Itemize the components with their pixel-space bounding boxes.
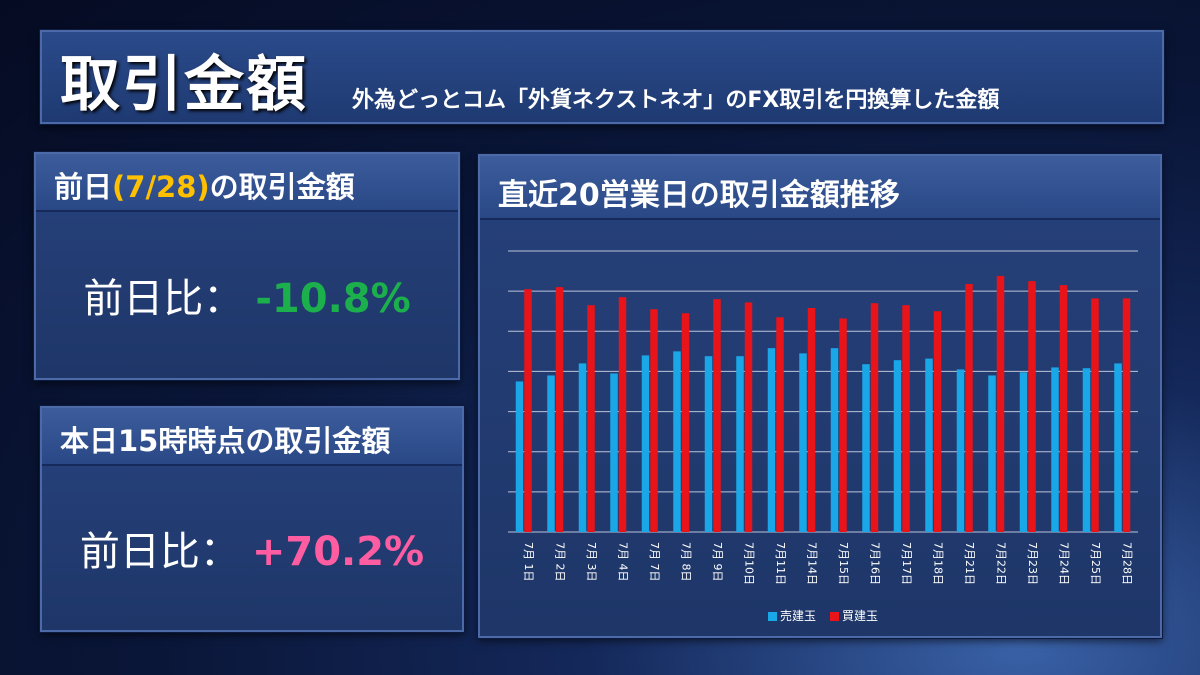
previous-day-title-prefix: 前日 [54,170,113,204]
previous-day-ratio-value: -10.8% [255,276,411,322]
today-card-body: 前日比： +70.2% [42,466,462,630]
bar-buy [996,275,1005,532]
bar-sell [578,363,587,532]
legend-swatch-buy [830,612,839,621]
title-banner: 取引金額 外為どっとコム「外貨ネクストネオ」のFX取引を円換算した金額 [40,30,1164,124]
x-tick-label: 7月16日 [868,542,881,585]
today-card: 本日15時時点の取引金額 前日比： +70.2% [40,406,464,632]
x-tick-label: 7月22日 [994,542,1007,585]
x-tick-label: 7月14日 [805,542,818,585]
previous-day-title-suffix: の取引金額 [209,170,355,204]
bar-sell [1019,372,1028,532]
bar-buy [870,303,879,532]
today-ratio: 前日比： +70.2% [42,519,462,577]
legend-label-sell: 売建玉 [780,608,816,623]
bar-sell [799,353,807,532]
bar-sell [956,369,965,532]
bar-sell [767,348,776,532]
legend-swatch-sell [768,612,777,621]
x-tick-label: 7月 4日 [616,542,629,582]
bar-buy [1091,298,1099,532]
x-tick-label: 7月21日 [963,542,976,585]
x-tick-label: 7月17日 [900,542,913,585]
bar-buy [807,308,816,532]
x-tick-label: 7月 2日 [553,542,566,582]
bar-buy [776,317,784,532]
previous-day-card-body: 前日比： -10.8% [36,212,458,378]
page-title: 取引金額 [60,50,308,120]
bar-sell [830,348,839,532]
bar-buy [618,297,627,532]
bar-sell [673,351,681,532]
bar-buy [524,289,532,532]
bar-sell [925,358,933,532]
bar-sell [1114,363,1122,532]
x-tick-label: 7月 1日 [522,542,535,582]
x-tick-label: 7月10日 [742,542,755,585]
previous-day-date: (7/28) [112,170,210,204]
previous-day-card-title: 前日(7/28)の取引金額 [36,154,458,212]
x-tick-label: 7月28日 [1120,542,1133,585]
bar-buy [681,313,690,532]
bar-sell [893,360,902,532]
x-tick-label: 7月15日 [837,542,850,585]
x-tick-label: 7月 8日 [679,542,692,582]
bar-sell [736,356,744,532]
x-tick-label: 7月25日 [1089,542,1102,585]
bar-sell [988,375,996,532]
x-tick-label: 7月23日 [1026,542,1039,585]
bar-sell [1051,367,1059,532]
today-ratio-value: +70.2% [251,529,425,575]
legend-label-buy: 買建玉 [842,609,878,623]
bar-sell [1082,368,1091,532]
page-subtitle: 外為どっとコム「外貨ネクストネオ」のFX取引を円換算した金額 [352,88,1000,113]
bar-sell [610,373,618,532]
chart-card: 直近20営業日の取引金額推移 7月 1日 7月 2日 7月 3日 7月 4日 7月 7日… [478,154,1162,638]
today-ratio-label: 前日比： [79,529,240,575]
bar-sell [515,381,524,532]
bar-buy [650,309,658,532]
x-tick-label: 7月24日 [1057,542,1070,585]
previous-day-card: 前日(7/28)の取引金額 前日比： -10.8% [34,152,460,380]
previous-day-ratio-label: 前日比： [83,276,244,322]
bar-buy [965,283,973,532]
bar-buy [1059,285,1068,532]
bar-sell [641,355,650,532]
previous-day-ratio: 前日比： -10.8% [36,266,458,324]
bar-buy [839,318,847,532]
bar-buy [933,311,942,532]
bar-chart: 7月 1日 7月 2日 7月 3日 7月 4日 7月 7日 7月 8日 7月 9日 7月10日… [508,250,1138,623]
today-card-title: 本日15時時点の取引金額 [42,408,462,466]
bar-buy [1122,298,1131,532]
bar-buy [587,305,595,532]
bar-buy [1028,281,1036,532]
x-tick-label: 7月18日 [931,542,944,585]
bar-sell [862,364,870,532]
x-tick-label: 7月 3日 [585,542,598,582]
bar-buy [902,305,910,532]
bar-buy [744,302,753,532]
x-tick-label: 7月11日 [774,542,787,585]
bar-buy [713,299,721,532]
x-tick-label: 7月 7日 [648,542,661,582]
bar-sell [704,356,713,532]
bar-sell [547,375,555,532]
bar-buy [555,287,564,532]
chart-card-title: 直近20営業日の取引金額推移 [480,156,1160,220]
x-tick-label: 7月 9日 [711,542,724,582]
